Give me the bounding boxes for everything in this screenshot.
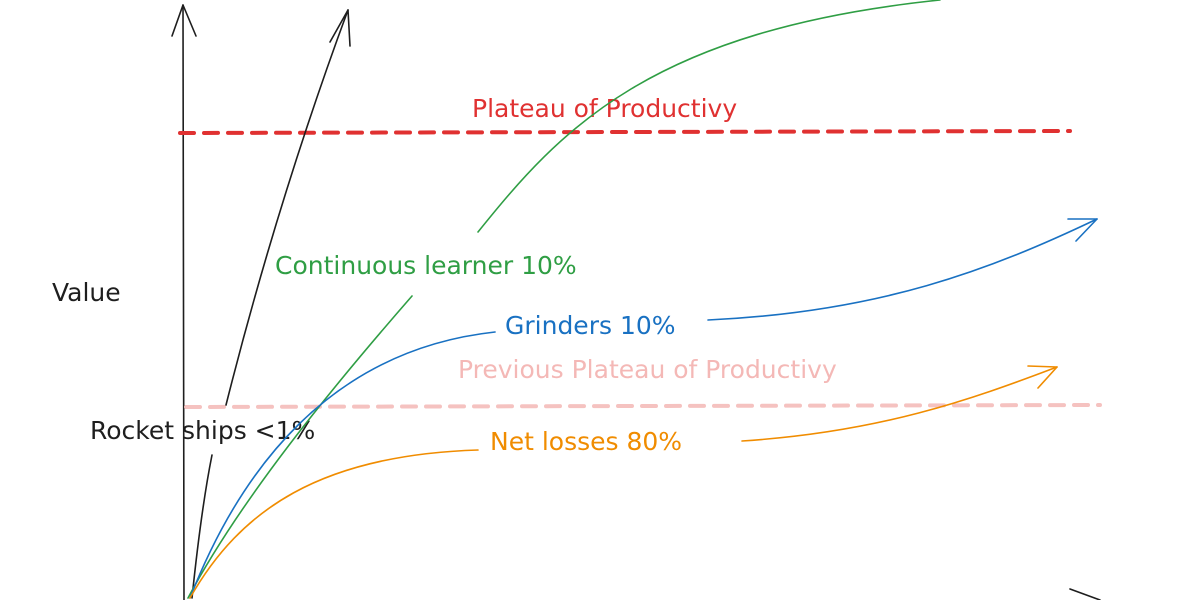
grinders-curve <box>189 331 496 599</box>
previous-plateau-label: Previous Plateau of Productivy <box>458 355 837 384</box>
grinders-curve <box>707 218 1098 321</box>
rocket-arrowhead <box>329 9 351 47</box>
losses-arrowhead <box>1027 365 1058 389</box>
y-axis-arrowhead <box>171 4 197 37</box>
curve-label: Continuous learner 10% <box>275 251 577 280</box>
learner-curve <box>477 0 941 233</box>
rocket-curve <box>225 9 349 406</box>
previous-plateau-line <box>184 403 1102 409</box>
learner-curve <box>187 295 413 599</box>
plateau-label: Plateau of Productivy <box>472 94 737 123</box>
y-axis <box>181 4 185 600</box>
x-axis-arrowhead <box>1069 588 1101 600</box>
grinders-arrowhead <box>1067 218 1098 242</box>
losses-curve <box>741 366 1058 442</box>
curve-label: Rocket ships <1% <box>90 416 315 445</box>
axis-label: Value <box>52 278 121 307</box>
plateau-line <box>178 129 1072 135</box>
curve-label: Grinders 10% <box>505 311 676 340</box>
curve-label: Net losses 80% <box>490 427 682 456</box>
losses-curve <box>189 449 479 599</box>
rocket-curve <box>191 454 213 599</box>
